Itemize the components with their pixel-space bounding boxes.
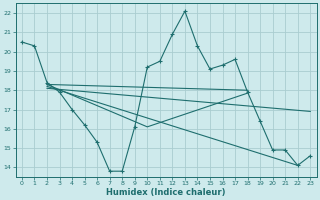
X-axis label: Humidex (Indice chaleur): Humidex (Indice chaleur) [106,188,226,197]
